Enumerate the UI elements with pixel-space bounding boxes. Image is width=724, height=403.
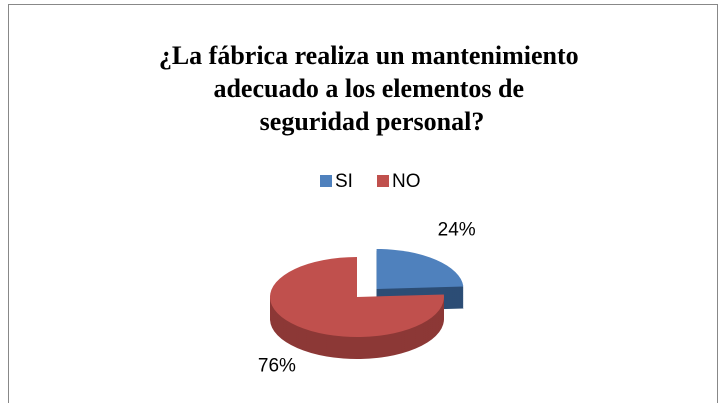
legend-label: SI (335, 171, 353, 192)
slice (270, 257, 445, 337)
legend-swatch (377, 175, 389, 187)
chart-title: ¿La fábrica realiza un mantenimiento ade… (159, 41, 585, 136)
data-label: 76% (258, 355, 296, 376)
slice (376, 248, 464, 289)
title-line: seguridad personal? (260, 107, 485, 136)
legend-label: NO (392, 171, 421, 192)
title-line: ¿La fábrica realiza un mantenimiento (159, 41, 579, 70)
title-line: adecuado a los elementos de (213, 74, 524, 103)
data-label: 24% (438, 220, 476, 241)
legend-swatch (320, 175, 332, 187)
